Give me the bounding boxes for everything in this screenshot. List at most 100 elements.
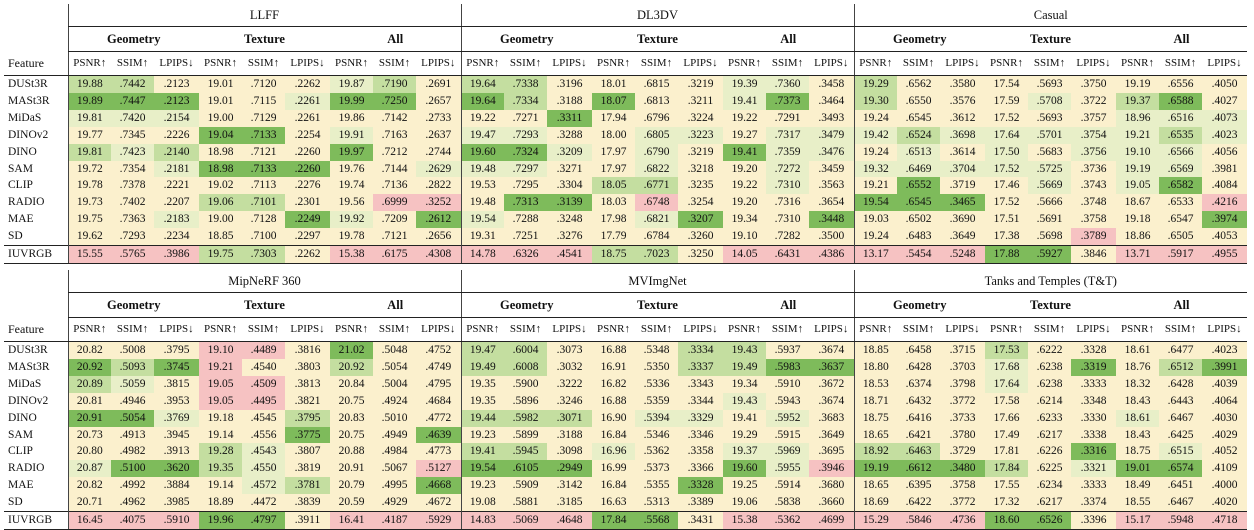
metric-value-cell: .4982 [111,443,154,461]
metric-value-cell: .3337 [678,358,723,376]
metric-value-cell: .3745 [154,358,199,376]
metric-value-cell: .4772 [416,409,461,427]
metric-value-cell: .3807 [285,443,330,461]
metric-value-cell: 19.21 [199,358,242,376]
metric-value-cell: .3660 [809,494,854,512]
metric-value-cell: .4924 [373,392,416,410]
metric-value-cell: 16.88 [592,341,635,359]
metric-value-cell: .6502 [897,211,940,229]
metric-value-cell: 20.92 [67,358,111,376]
metric-header: PSNR↑ [460,51,504,76]
table-row: DINOv2 19.77.7345.2226 19.04.7133.2254 19.9… [4,126,1247,144]
metric-value-cell: .3254 [678,194,723,212]
metric-value-cell: .2691 [416,75,461,93]
metric-value-cell: .3476 [809,143,854,161]
metric-value-cell: .3219 [678,143,723,161]
metric-value-cell: 16.63 [592,494,635,512]
metric-value-cell: .6217 [1028,426,1071,444]
metric-value-cell: 19.22 [460,109,504,127]
metric-value-cell: .7378 [111,177,154,195]
metric-value-cell: 18.43 [1116,392,1159,410]
metric-header: LPIPS↓ [940,51,985,76]
metric-value-cell: 18.43 [1116,426,1159,444]
metric-value-cell: 20.88 [330,443,373,461]
metric-value-cell: .7163 [373,126,416,144]
metric-header: SSIM↑ [635,317,678,342]
metric-value-cell: .3211 [678,92,723,110]
metric-value-cell: .4946 [111,392,154,410]
metric-value-cell: .3219 [678,75,723,93]
metric-value-cell: 19.72 [67,160,111,178]
metric-value-cell: .3839 [285,494,330,512]
metric-value-cell: .3756 [1071,143,1116,161]
metric-value-cell: 19.37 [723,443,766,461]
metric-value-cell: .4050 [1202,75,1247,93]
metric-value-cell: .3276 [547,228,592,246]
feature-column-header: Feature [4,317,68,342]
metric-value-cell: 18.00 [592,126,635,144]
metric-value-cell: .7402 [111,194,154,212]
table-row: RADIO 20.87.5100.3620 19.35.4550.3819 20.91… [4,460,1247,478]
metric-value-cell: .4075 [111,511,154,530]
metric-value-cell: .5765 [111,245,154,264]
metric-value-cell: .4023 [1202,341,1247,359]
metric-value-cell: .3946 [809,460,854,478]
metric-value-cell: .2234 [154,228,199,246]
metric-value-cell: .3798 [940,375,985,393]
metric-header: PSNR↑ [330,317,373,342]
group-header-row: Geometry Texture All Geometry Texture All Geom… [4,292,1247,318]
metric-value-cell: .6477 [1159,341,1202,359]
metric-value-cell: 19.81 [67,143,111,161]
metric-value-cell: .7120 [242,75,285,93]
metric-value-cell: .7101 [242,194,285,212]
metric-value-cell: .3459 [809,160,854,178]
metric-value-cell: .3612 [940,109,985,127]
feature-name: MASt3R [8,360,50,373]
metric-value-cell: .3304 [547,177,592,195]
metric-value-cell: .6105 [504,460,547,478]
metric-value-cell: .6469 [897,160,940,178]
metric-value-cell: .7121 [373,228,416,246]
metric-value-cell: .3884 [154,477,199,495]
metric-value-cell: 17.54 [985,75,1028,93]
metric-header: LPIPS↓ [940,317,985,342]
metric-header: SSIM↑ [1028,317,1071,342]
metric-value-cell: .4084 [1202,177,1247,195]
metric-header: LPIPS↓ [547,51,592,76]
corner-cell [4,270,68,293]
metric-value-cell: .4000 [1202,477,1247,495]
metric-value-cell: 16.90 [592,409,635,427]
metric-value-cell: .3722 [1071,92,1116,110]
metric-value-cell: 17.66 [985,409,1028,427]
metric-value-cell: .3344 [678,392,723,410]
metric-value-cell: .3073 [547,341,592,359]
metric-value-cell: .6451 [1159,477,1202,495]
group-header: All [330,292,461,318]
metric-value-cell: 19.54 [460,211,504,229]
metric-header: SSIM↑ [897,317,940,342]
metric-value-cell: .3209 [547,143,592,161]
metric-value-cell: .6748 [635,194,678,212]
metric-value-cell: 19.25 [723,477,766,495]
metric-value-cell: .4541 [547,245,592,264]
metric-value-cell: 19.20 [723,160,766,178]
metric-value-cell: 13.71 [1116,245,1159,264]
metric-value-cell: 16.84 [592,426,635,444]
metric-value-cell: .2221 [154,177,199,195]
metric-value-cell: .5915 [766,426,809,444]
metric-header: PSNR↑ [199,317,242,342]
metric-value-cell: .2123 [154,75,199,93]
metric-value-cell: 18.53 [853,375,897,393]
metric-value-cell: .5914 [766,477,809,495]
metric-value-cell: .6784 [635,228,678,246]
metric-value-cell: .3913 [154,443,199,461]
metric-value-cell: .6805 [635,126,678,144]
metric-value-cell: 20.84 [330,375,373,393]
group-header: Geometry [67,292,199,318]
table-row: MASt3R 20.92.5093.3745 19.21.4540.3803 20.9… [4,358,1247,376]
group-header: Geometry [853,292,985,318]
metric-value-cell: .7136 [373,177,416,195]
metric-value-cell: 18.61 [1116,341,1159,359]
metric-value-cell: .3703 [940,358,985,376]
metric-value-cell: .5373 [635,460,678,478]
